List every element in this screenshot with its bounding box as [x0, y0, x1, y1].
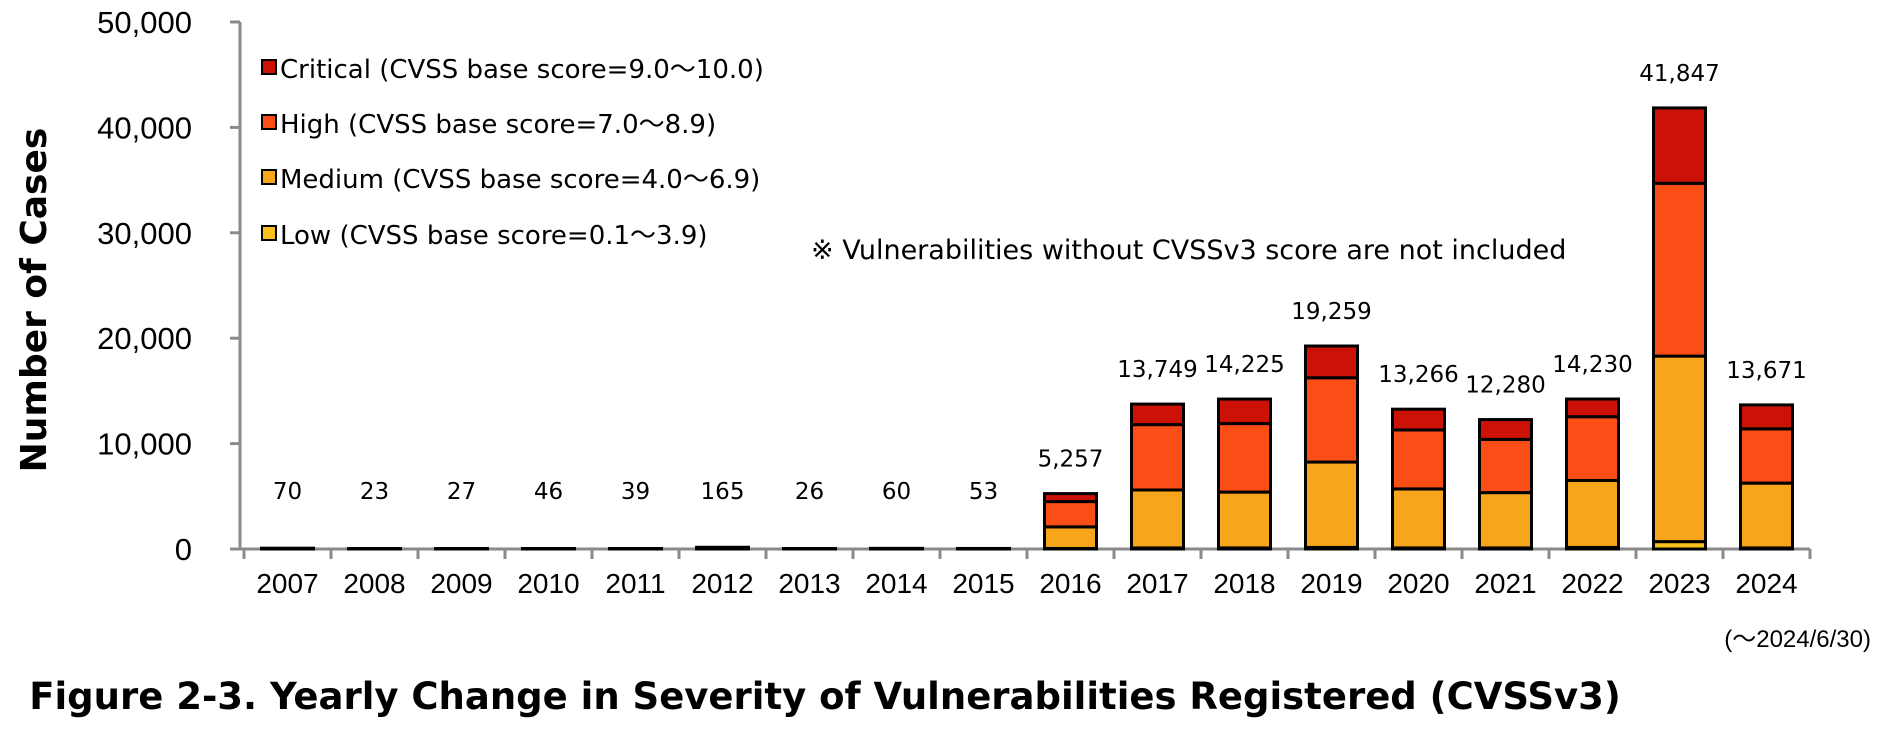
x-tick-label-2014: 2014	[865, 568, 927, 599]
x-tick-label-2022: 2022	[1561, 568, 1623, 599]
legend-label-high: High (CVSS base score=7.0～8.9)	[280, 110, 716, 140]
total-label-2024: 13,671	[1726, 358, 1806, 384]
total-label-2016: 5,257	[1038, 447, 1104, 473]
bar-segment-medium-2020	[1391, 487, 1446, 550]
x-tick-label-2009: 2009	[430, 568, 492, 599]
total-label-2023: 41,847	[1639, 61, 1719, 87]
x-tick-label-2013: 2013	[778, 568, 840, 599]
legend-label-low: Low (CVSS base score=0.1～3.9)	[280, 221, 708, 251]
bar-segment-high-2022	[1565, 415, 1620, 482]
total-label-2010: 46	[534, 479, 563, 505]
bar-sliver-2008	[348, 547, 401, 549]
y-tick-label: 40,000	[97, 110, 192, 145]
legend-swatch-critical	[261, 59, 277, 75]
bar-sliver-2011	[609, 547, 662, 549]
x-tick-label-2010: 2010	[517, 568, 579, 599]
bar-sliver-2013	[783, 547, 836, 549]
x-tick-label-2007: 2007	[256, 568, 318, 599]
total-label-2017: 13,749	[1117, 357, 1197, 383]
bar-segment-critical-2019	[1304, 344, 1359, 380]
x-tick-label-2011: 2011	[605, 568, 665, 599]
x-tick-label-2015: 2015	[952, 568, 1014, 599]
bar-segment-high-2021	[1478, 437, 1533, 495]
bar-sliver-2012	[696, 547, 749, 549]
total-label-2019: 19,259	[1291, 299, 1371, 325]
bar-segment-high-2018	[1217, 422, 1272, 494]
total-label-2007: 70	[273, 479, 302, 505]
bar-segment-medium-2018	[1217, 490, 1272, 550]
total-label-2012: 165	[701, 479, 745, 505]
bar-segment-high-2023	[1652, 181, 1707, 358]
bar-segment-critical-2024	[1739, 403, 1794, 431]
legend-label-medium: Medium (CVSS base score=4.0～6.9)	[280, 165, 760, 195]
bar-segment-high-2019	[1304, 376, 1359, 464]
y-axis-label: Number of Cases	[14, 128, 55, 473]
total-labels: 70 23 27 46 39 165 26 60 53 5,257 13,749 14,225 19,2…	[273, 61, 1807, 505]
total-label-2013: 26	[795, 479, 824, 505]
y-tick-label: 0	[175, 532, 192, 567]
legend: Critical (CVSS base score=9.0～10.0) High …	[261, 55, 764, 251]
legend-swatch-low	[261, 225, 277, 241]
x-ticks: 2007 2008 2009 2010 2011 2012 2013 2014 2015 2016…	[242, 549, 1812, 599]
bar-segment-critical-2023	[1652, 106, 1707, 185]
total-label-2015: 53	[969, 479, 998, 505]
total-label-2022: 14,230	[1552, 352, 1632, 378]
y-tick-label: 10,000	[97, 427, 192, 462]
date-range-note: (～2024/6/30)	[1724, 626, 1871, 653]
bar-segment-critical-2018	[1217, 397, 1272, 426]
bar-segment-high-2020	[1391, 428, 1446, 491]
bars	[260, 106, 1794, 551]
x-tick-label-2019: 2019	[1300, 568, 1362, 599]
total-label-2011: 39	[621, 479, 650, 505]
bar-segment-high-2016	[1043, 500, 1098, 529]
x-tick-label-2012: 2012	[691, 568, 753, 599]
bar-segment-critical-2021	[1478, 418, 1533, 441]
total-label-2008: 23	[360, 479, 389, 505]
bar-segment-critical-2020	[1391, 407, 1446, 432]
legend-label-critical: Critical (CVSS base score=9.0～10.0)	[280, 55, 764, 85]
bar-segment-medium-2017	[1130, 488, 1185, 550]
bar-sliver-2015	[957, 547, 1010, 549]
bar-segment-medium-2022	[1565, 478, 1620, 549]
bar-segment-medium-2016	[1043, 525, 1098, 550]
bar-segment-medium-2024	[1739, 481, 1794, 550]
bar-sliver-2007	[261, 547, 314, 549]
bar-sliver-2014	[870, 547, 923, 549]
bar-segment-medium-2023	[1652, 354, 1707, 544]
x-tick-label-2016: 2016	[1039, 568, 1101, 599]
bar-segment-medium-2019	[1304, 460, 1359, 549]
bar-segment-critical-2022	[1565, 397, 1620, 419]
total-label-2018: 14,225	[1204, 352, 1284, 378]
bar-segment-high-2024	[1739, 427, 1794, 485]
bar-sliver-2009	[435, 547, 488, 549]
bar-segment-medium-2021	[1478, 491, 1533, 550]
y-tick-label: 30,000	[97, 216, 192, 251]
bar-segment-critical-2016	[1043, 492, 1098, 504]
y-ticks: 0 10,000 20,000 30,000 40,000 50,000	[97, 5, 240, 567]
x-tick-label-2023: 2023	[1648, 568, 1710, 599]
x-tick-label-2024: 2024	[1735, 568, 1797, 599]
bar-segment-critical-2017	[1130, 402, 1185, 427]
x-tick-label-2021: 2021	[1474, 568, 1536, 599]
bar-sliver-2010	[522, 547, 575, 549]
y-tick-label: 20,000	[97, 321, 192, 356]
figure-title: Figure 2-3. Yearly Change in Severity of…	[29, 675, 1621, 718]
legend-swatch-high	[261, 114, 277, 130]
x-tick-label-2008: 2008	[343, 568, 405, 599]
bar-segment-high-2017	[1130, 423, 1185, 492]
x-tick-label-2018: 2018	[1213, 568, 1275, 599]
total-label-2020: 13,266	[1378, 362, 1458, 388]
x-tick-label-2017: 2017	[1126, 568, 1188, 599]
total-label-2021: 12,280	[1465, 373, 1545, 399]
x-tick-label-2020: 2020	[1387, 568, 1449, 599]
exclusion-note: ※ Vulnerabilities without CVSSv3 score a…	[811, 235, 1566, 266]
y-tick-label: 50,000	[97, 5, 192, 40]
total-label-2014: 60	[882, 479, 911, 505]
legend-swatch-medium	[261, 169, 277, 185]
total-label-2009: 27	[447, 479, 476, 505]
